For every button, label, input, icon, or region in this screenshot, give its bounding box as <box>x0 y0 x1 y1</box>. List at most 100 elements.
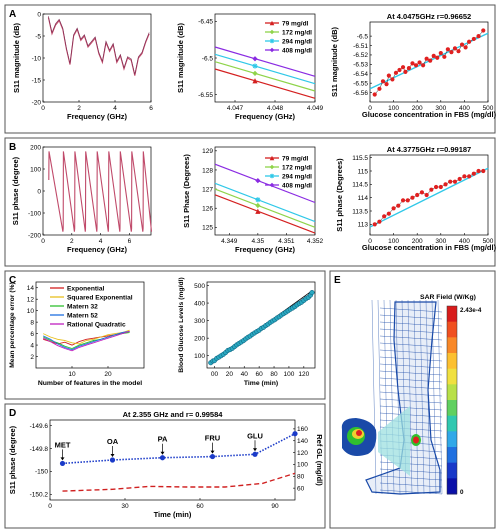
y2-axis-label: Ref GL (mg/dl) <box>315 434 324 486</box>
x-tick-label: 20 <box>104 371 112 378</box>
series-marker-circle <box>252 451 258 457</box>
series-marker-circle <box>445 47 450 52</box>
mesh-line <box>379 356 443 362</box>
legend-label: Squared Exponential <box>67 294 133 301</box>
series-marker-circle <box>372 222 377 227</box>
x-tick-label: 0 <box>41 105 45 112</box>
colorbar-frame <box>446 305 458 495</box>
series-marker-circle <box>309 289 315 296</box>
y-tick-label: 100 <box>30 166 41 173</box>
y-tick-label: -6.56 <box>353 90 368 97</box>
series-marker-circle <box>384 82 389 87</box>
series-marker-diamond <box>269 182 275 188</box>
series-marker-circle <box>452 179 458 184</box>
y2-tick-label: 60 <box>297 485 305 492</box>
mesh-line <box>425 299 431 495</box>
panel-label-b: B <box>9 142 16 153</box>
x-tick-label: 4.349 <box>221 238 238 245</box>
y-axis-label: S11 phase (degree) <box>8 425 17 494</box>
mesh-line <box>379 405 443 411</box>
y-tick-label: -150.2 <box>30 492 49 499</box>
x-tick-label: 20 <box>226 371 234 378</box>
mesh-line <box>379 412 443 418</box>
series-marker-star <box>269 38 275 44</box>
y-tick-label: 2 <box>30 354 34 361</box>
x-tick-label: 4.351 <box>278 238 295 245</box>
series-marker-circle <box>372 92 377 97</box>
series-marker-circle <box>397 67 402 73</box>
chart-d: 0 30 60 90 -149.6 -149.8 -150 -150.2 Time (min) S… <box>8 410 324 519</box>
series-marker-circle <box>59 460 66 467</box>
x-tick-label: 400 <box>459 238 470 245</box>
cross-section-field <box>356 430 362 436</box>
mesh-line <box>371 299 377 495</box>
y-tick-label: -200 <box>28 232 41 239</box>
series-marker-triangle <box>252 78 258 84</box>
y-tick-label: -6.5 <box>357 33 369 40</box>
series-line <box>48 151 153 232</box>
mesh-line <box>379 489 443 495</box>
x-tick-label: 4.049 <box>307 105 324 112</box>
colorbar-segment <box>447 337 457 354</box>
series-line <box>214 194 316 234</box>
legend-label: 294 mg/dl <box>282 173 312 180</box>
y2-tick-label: 80 <box>297 474 305 481</box>
x-tick-label: 2 <box>70 238 74 245</box>
y-axis-label: S11 Phase (Degrees) <box>182 154 191 228</box>
colorbar-segment <box>447 368 457 385</box>
x-tick-label: 4 <box>113 105 117 112</box>
series-marker-circle <box>400 65 406 70</box>
series-marker-circle <box>452 46 458 51</box>
series-marker-circle <box>435 55 440 60</box>
series-marker-circle <box>449 50 454 55</box>
mesh-line <box>431 299 437 495</box>
x-tick-label: 0 <box>41 238 45 245</box>
y-tick-label: 300 <box>194 318 205 325</box>
series-marker-circle <box>292 431 298 437</box>
mesh-line <box>379 461 443 467</box>
legend-label: 408 mg/dl <box>282 47 312 54</box>
x-tick-label: 80 <box>270 371 278 378</box>
x-tick-label: 120 <box>298 371 309 378</box>
y-tick-label: 200 <box>194 335 205 342</box>
annotation-label: GLU <box>247 431 263 440</box>
series-marker-circle <box>471 36 476 42</box>
series-marker-star <box>269 173 275 179</box>
y-tick-label: -149.8 <box>30 446 49 453</box>
x-tick-label: 6 <box>128 238 132 245</box>
series-marker-circle <box>442 54 447 59</box>
panel-label-e: E <box>334 275 341 286</box>
legend-label: 294 mg/dl <box>282 38 312 45</box>
series-marker-star <box>255 197 261 203</box>
series-marker-diamond <box>269 47 275 53</box>
legend-label: Matern 52 <box>67 312 98 319</box>
x-tick-label: 30 <box>121 503 129 510</box>
y2-tick-label: 160 <box>297 426 308 433</box>
colorbar-min-label: 0 <box>460 489 464 496</box>
series-marker-triangle <box>255 208 261 214</box>
y-tick-label: -6.55 <box>353 80 368 87</box>
legend-label: 172 mg/dl <box>282 164 312 171</box>
y-axis-label: S11 phase (Degrees) <box>335 158 344 232</box>
y-tick-label: -6.45 <box>198 19 213 26</box>
x-tick-label: 500 <box>483 238 494 245</box>
x-tick-label: 00 <box>211 371 219 378</box>
y-tick-label: -15 <box>32 77 42 84</box>
series-marker-circle <box>467 174 472 179</box>
legend-label: 79 mg/dl <box>282 20 309 27</box>
x-tick-label: 4.35 <box>252 238 265 245</box>
colorbar-segment <box>447 478 457 495</box>
y-tick-label: -6.52 <box>353 52 368 59</box>
annotation-arrowhead <box>210 450 215 454</box>
legend-label: Matern 32 <box>67 303 98 310</box>
colorbar-segment <box>447 384 457 401</box>
mesh-line <box>379 398 443 404</box>
series-marker-circle <box>481 168 486 174</box>
series-marker-diamond <box>252 70 258 76</box>
x-tick-label: 100 <box>388 238 399 245</box>
series-marker-circle <box>467 39 472 44</box>
legend-label: 408 mg/dl <box>282 182 312 189</box>
chart-b3: 0 100 200 300 400 500 113 113.5 114 114.5 115 115.5… <box>335 145 497 252</box>
series-marker-circle <box>386 211 391 216</box>
x-tick-label: 4.352 <box>307 238 324 245</box>
